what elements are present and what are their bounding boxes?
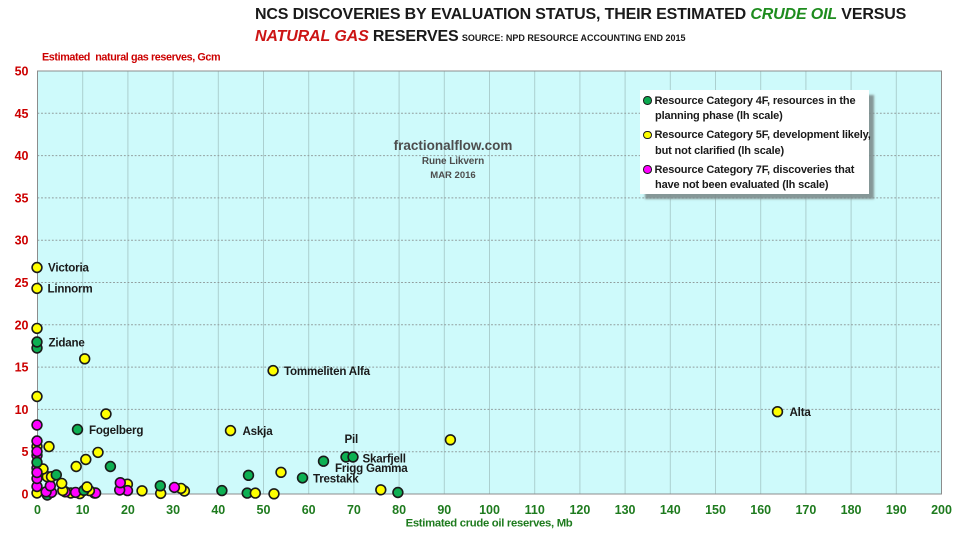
svg-text:35: 35 — [15, 191, 29, 205]
svg-text:Zidane: Zidane — [49, 337, 86, 350]
svg-text:30: 30 — [166, 503, 180, 517]
svg-text:40: 40 — [211, 503, 225, 517]
svg-text:10: 10 — [76, 503, 90, 517]
svg-text:Estimated crude oil reserves,: Estimated crude oil reserves, Mb — [406, 518, 573, 530]
svg-text:150: 150 — [705, 503, 726, 517]
svg-text:130: 130 — [615, 503, 636, 517]
svg-text:Frigg Gamma: Frigg Gamma — [335, 462, 408, 475]
svg-text:Alta: Alta — [790, 406, 812, 419]
svg-text:170: 170 — [795, 503, 816, 517]
svg-text:100: 100 — [479, 503, 500, 517]
svg-text:200: 200 — [931, 503, 952, 517]
svg-text:Pil: Pil — [345, 433, 359, 446]
svg-text:90: 90 — [437, 503, 451, 517]
svg-text:45: 45 — [15, 107, 29, 121]
svg-text:160: 160 — [750, 503, 771, 517]
svg-text:Fogelberg: Fogelberg — [89, 424, 143, 437]
svg-text:40: 40 — [15, 149, 29, 163]
svg-text:60: 60 — [302, 503, 316, 517]
svg-text:110: 110 — [525, 503, 545, 517]
svg-text:0: 0 — [22, 488, 29, 502]
svg-text:50: 50 — [257, 503, 271, 517]
svg-text:70: 70 — [347, 503, 361, 517]
svg-text:140: 140 — [660, 503, 681, 517]
svg-text:190: 190 — [886, 503, 907, 517]
svg-text:30: 30 — [15, 234, 29, 248]
svg-text:180: 180 — [841, 503, 862, 517]
svg-text:0: 0 — [34, 503, 41, 517]
svg-text:Trestakk: Trestakk — [313, 473, 359, 486]
svg-text:20: 20 — [15, 318, 29, 332]
svg-text:5: 5 — [22, 445, 29, 459]
svg-text:120: 120 — [569, 503, 590, 517]
svg-text:20: 20 — [121, 503, 135, 517]
svg-text:Victoria: Victoria — [48, 262, 89, 275]
svg-text:Skarfjell: Skarfjell — [363, 453, 406, 466]
svg-text:15: 15 — [15, 361, 29, 375]
svg-text:10: 10 — [15, 403, 29, 417]
svg-text:50: 50 — [15, 65, 29, 79]
svg-text:80: 80 — [392, 503, 406, 517]
svg-text:Tommeliten Alfa: Tommeliten Alfa — [284, 365, 371, 378]
svg-text:25: 25 — [15, 276, 29, 290]
svg-text:Estimated natural gas reserve: Estimated natural gas reserves, Gcm — [42, 52, 220, 64]
svg-text:Askja: Askja — [243, 425, 274, 438]
svg-text:Linnorm: Linnorm — [48, 283, 93, 296]
